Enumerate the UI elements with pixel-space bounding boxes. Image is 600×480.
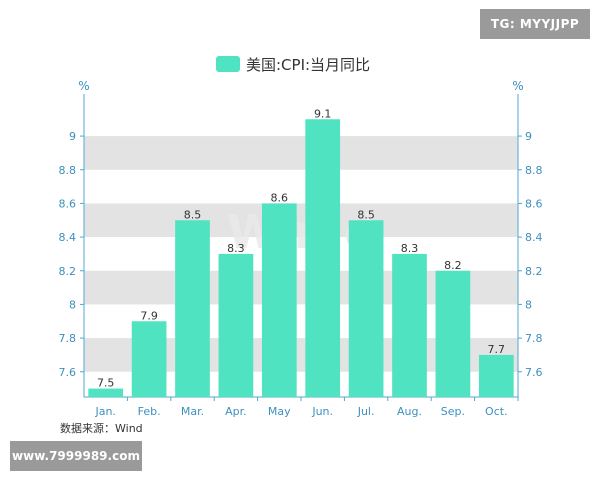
bar-value-label: 7.7 xyxy=(488,343,506,356)
bar-value-label: 7.9 xyxy=(140,309,158,322)
bar xyxy=(478,354,514,397)
bar xyxy=(131,321,167,397)
y-tick-label-left: 8.8 xyxy=(59,164,77,177)
y-tick-label-left: 8.6 xyxy=(59,197,77,210)
x-tick-label: Sep. xyxy=(441,405,465,418)
y-tick-label-right: 8.4 xyxy=(525,231,543,244)
bars: 7.5 7.9 8.5 8.3 8.6 9.1 8.5 8.3 8.2 7.7 xyxy=(88,107,514,397)
x-tick-label: Oct. xyxy=(485,405,508,418)
data-source-note: 数据来源：Wind xyxy=(60,422,143,435)
grid-band xyxy=(84,136,518,170)
y-tick-label-left: 8.4 xyxy=(59,231,77,244)
y-tick-label-left: 9 xyxy=(69,130,76,143)
bar xyxy=(305,119,341,397)
x-tick-label: Jan. xyxy=(94,405,115,418)
y-tick-label-left: 7.6 xyxy=(59,366,77,379)
bar-value-label: 8.5 xyxy=(357,208,375,221)
bar xyxy=(88,388,124,397)
x-tick-label: Mar. xyxy=(181,405,204,418)
bar-value-label: 8.6 xyxy=(271,191,289,204)
y-tick-label-left: 8.2 xyxy=(59,265,77,278)
y-tick-label-right: 8.6 xyxy=(525,197,543,210)
url-watermark-badge: www.7999989.com xyxy=(10,441,142,471)
bar-value-label: 8.3 xyxy=(401,242,419,255)
x-tick-label: Apr. xyxy=(225,405,247,418)
legend-swatch xyxy=(216,56,240,72)
bar-value-label: 8.5 xyxy=(184,208,202,221)
legend: 美国:CPI:当月同比 xyxy=(216,56,370,74)
x-tick-label: Aug. xyxy=(397,405,422,418)
x-tick-label: Jun. xyxy=(311,405,333,418)
y-tick-label-left: 7.8 xyxy=(59,332,77,345)
grid-band xyxy=(84,203,518,238)
bar xyxy=(392,253,427,397)
y-tick-label-right: 8.2 xyxy=(525,265,543,278)
bar-value-label: 9.1 xyxy=(314,107,332,120)
y-tick-label-right: 8.8 xyxy=(525,164,543,177)
bar xyxy=(348,220,384,397)
bar xyxy=(435,270,471,397)
legend-label: 美国:CPI:当月同比 xyxy=(246,56,370,74)
x-tick-label: Jul. xyxy=(357,405,375,418)
bar xyxy=(261,203,297,397)
x-tick-label: May xyxy=(268,405,291,418)
bar-value-label: 8.2 xyxy=(444,259,462,272)
x-tick-label: Feb. xyxy=(138,405,161,418)
y-tick-label-right: 7.6 xyxy=(525,366,543,379)
y-tick-label-right: 9 xyxy=(525,130,532,143)
bar xyxy=(218,253,254,397)
bar-value-label: 7.5 xyxy=(97,377,115,390)
y-tick-label-right: 8 xyxy=(525,298,532,311)
tg-watermark-badge: TG: MYYJJPP xyxy=(480,9,590,39)
bar-value-label: 8.3 xyxy=(227,242,245,255)
bar xyxy=(175,220,210,397)
y-tick-label-right: 7.8 xyxy=(525,332,543,345)
y-tick-label-left: 8 xyxy=(69,298,76,311)
y-ticks: 7.6 7.6 7.8 7.8 8 8 8.2 8.2 8.4 8.4 8.6 8.6 8.8 8.8 9 9 xyxy=(59,130,543,379)
y-right-unit-label: % xyxy=(512,79,523,93)
x-labels: Jan. Feb. Mar. Apr. May Jun. Jul. Aug. Sep. Oct. xyxy=(94,397,519,418)
y-left-unit-label: % xyxy=(78,79,89,93)
